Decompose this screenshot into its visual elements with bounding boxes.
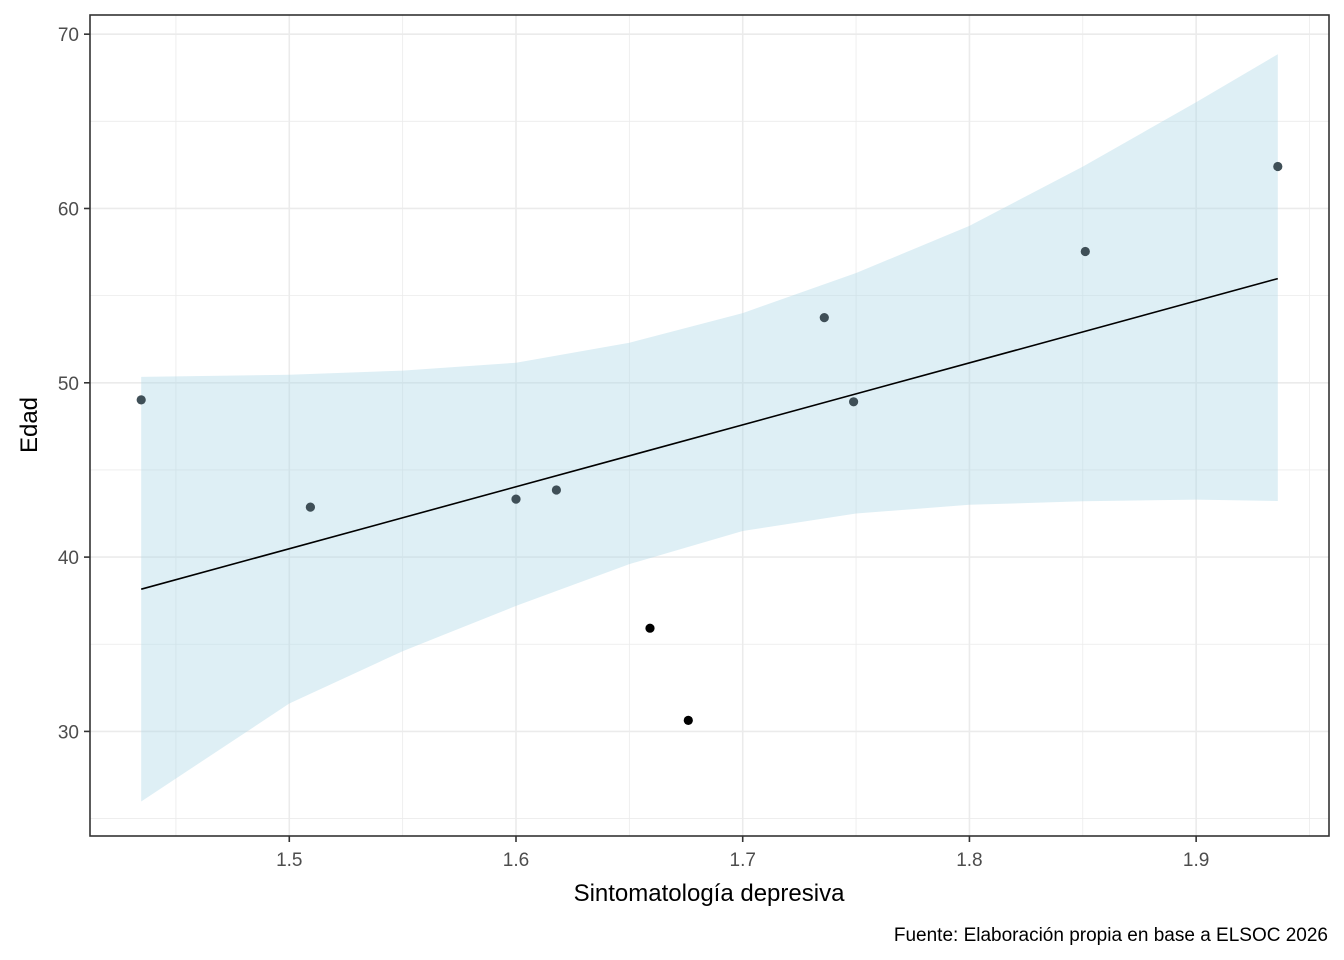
data-points	[136, 161, 1283, 726]
data-point	[645, 623, 655, 633]
source-caption: Fuente: Elaboración propia en base a ELS…	[894, 925, 1328, 946]
data-point	[819, 313, 829, 323]
x-axis-title: Sintomatología depresiva	[574, 880, 845, 907]
data-point	[683, 715, 693, 726]
regression-line	[140, 277, 1279, 590]
y-tick-label: 30	[58, 722, 79, 743]
x-tick-label: 1.6	[503, 850, 529, 871]
confidence-band	[141, 54, 1278, 802]
panel-border	[89, 14, 1330, 837]
minor-gridlines	[90, 15, 1329, 836]
data-point	[551, 485, 562, 495]
data-point	[1273, 161, 1283, 172]
y-axis-ticks: 30 40 50 60 70	[58, 25, 90, 743]
y-tick-label: 70	[58, 25, 79, 46]
y-tick-label: 50	[58, 374, 79, 395]
data-point	[849, 397, 859, 407]
x-tick-label: 1.9	[1183, 850, 1209, 871]
y-tick-label: 60	[58, 199, 79, 220]
x-tick-label: 1.7	[730, 850, 756, 871]
y-axis-title: Edad	[16, 397, 43, 453]
y-tick-label: 40	[58, 548, 79, 569]
data-point	[305, 502, 315, 512]
data-point	[511, 494, 521, 504]
data-point	[136, 395, 146, 405]
x-tick-label: 1.5	[276, 850, 302, 871]
x-axis-ticks: 1.5 1.6 1.7 1.8 1.9	[276, 836, 1209, 871]
x-tick-label: 1.8	[956, 850, 982, 871]
data-point	[1080, 246, 1090, 257]
